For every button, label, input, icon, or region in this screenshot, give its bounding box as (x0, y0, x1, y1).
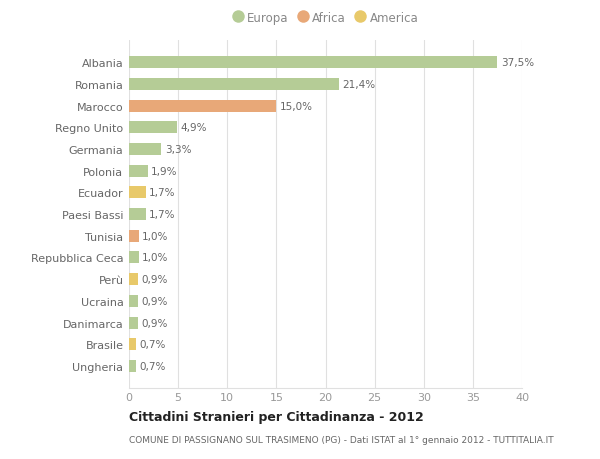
Text: 1,0%: 1,0% (142, 231, 169, 241)
Bar (129, 295, 138, 307)
Text: 37,5%: 37,5% (501, 58, 534, 68)
Text: 21,4%: 21,4% (343, 80, 376, 90)
Bar (129, 317, 138, 329)
Text: 0,7%: 0,7% (139, 340, 166, 349)
Bar (129, 252, 139, 264)
Bar (129, 187, 146, 199)
Text: 0,9%: 0,9% (141, 296, 167, 306)
Text: 4,9%: 4,9% (181, 123, 207, 133)
Bar (129, 101, 277, 112)
Bar (129, 339, 136, 351)
Text: 1,7%: 1,7% (149, 188, 176, 198)
Text: 0,7%: 0,7% (139, 361, 166, 371)
Bar (129, 122, 177, 134)
Text: COMUNE DI PASSIGNANO SUL TRASIMENO (PG) - Dati ISTAT al 1° gennaio 2012 - TUTTIT: COMUNE DI PASSIGNANO SUL TRASIMENO (PG) … (129, 435, 554, 443)
Text: 1,7%: 1,7% (149, 210, 176, 219)
Text: 3,3%: 3,3% (165, 145, 191, 155)
Bar (129, 78, 339, 90)
Bar (129, 144, 161, 156)
Bar (129, 360, 136, 372)
Bar (129, 57, 497, 69)
Text: 0,9%: 0,9% (141, 318, 167, 328)
Text: 15,0%: 15,0% (280, 101, 313, 112)
Bar (129, 274, 138, 285)
Text: Cittadini Stranieri per Cittadinanza - 2012: Cittadini Stranieri per Cittadinanza - 2… (129, 410, 424, 423)
Text: 0,9%: 0,9% (141, 274, 167, 285)
Bar (129, 209, 146, 220)
Bar (129, 230, 139, 242)
Text: 1,0%: 1,0% (142, 253, 169, 263)
Legend: Europa, Africa, America: Europa, Africa, America (228, 7, 423, 30)
Bar (129, 165, 148, 177)
Text: 1,9%: 1,9% (151, 166, 178, 176)
